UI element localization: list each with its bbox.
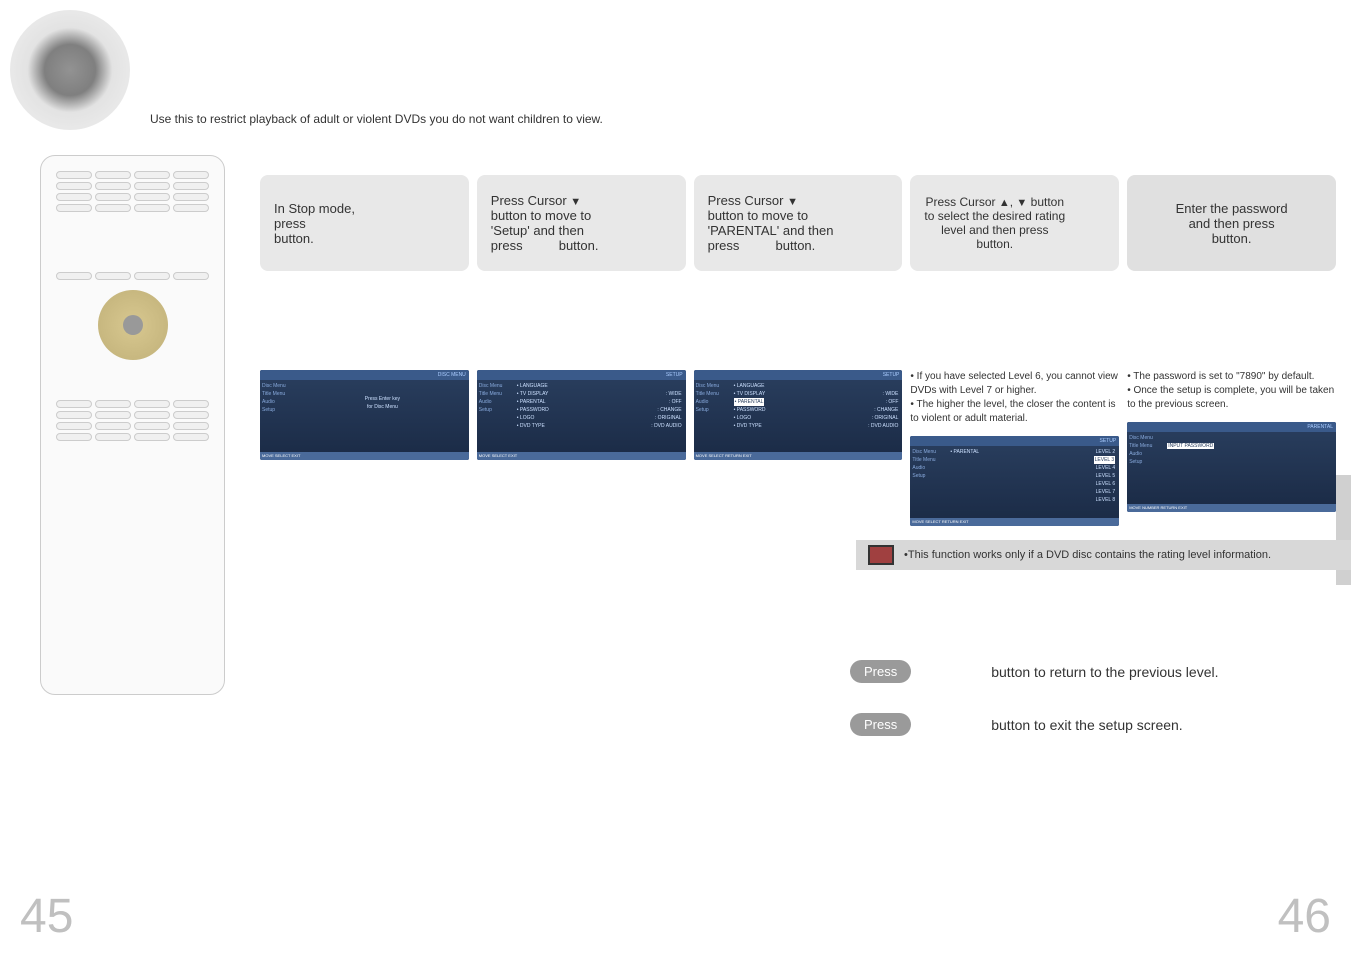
step-3-text-3: 'PARENTAL' and then — [708, 223, 834, 238]
ss1-header-right: DISC MENU — [438, 370, 466, 380]
step-5-notes: The password is set to "7890" by default… — [1127, 370, 1336, 412]
step-1-text-2: press — [274, 216, 306, 231]
step-3-text-5: button. — [776, 238, 816, 253]
ss2-footer: MOVE SELECT EXIT — [477, 452, 686, 460]
ss2-menu: • LANGUAGE • TV DISPLAY: WIDE • PARENTAL… — [517, 382, 682, 430]
ss3-menu: • LANGUAGE • TV DISPLAY: WIDE • PARENTAL… — [734, 382, 899, 430]
ss3-header-right: SETUP — [883, 370, 900, 380]
step-2-box: Press Cursor ▼ button to move to 'Setup'… — [477, 175, 686, 271]
cursor-up-icon: ▲ — [999, 197, 1010, 209]
step-4-text-1b: button — [1031, 195, 1064, 209]
ss5-footer: MOVE NUMBER RETURN EXIT — [1127, 504, 1336, 512]
ss4-sidebar: Disc Menu Title Menu Audio Setup — [912, 448, 947, 480]
step-1-text-1: In Stop mode, — [274, 201, 355, 216]
speaker-decorative-icon — [10, 10, 150, 140]
ss2-header-right: SETUP — [666, 370, 683, 380]
ss5-sidebar: Disc Menu Title Menu Audio Setup — [1129, 434, 1164, 466]
ss4-footer: MOVE SELECT RETURN EXIT — [910, 518, 1119, 526]
ss4-header-right: SETUP — [1100, 436, 1117, 446]
cursor-down-icon: ▼ — [1016, 197, 1027, 209]
note-icon — [868, 545, 894, 565]
step-2-text-1: Press Cursor — [491, 193, 567, 208]
ss5-input-label: INPUT PASSWORD — [1167, 443, 1214, 449]
step-3-text-4: press — [708, 238, 740, 253]
screenshots-row: DISC MENU Disc Menu Title Menu Audio Set… — [260, 370, 1336, 526]
ss3-footer: MOVE SELECT RETURN EXIT — [694, 452, 903, 460]
ss1-footer: MOVE SELECT EXIT — [260, 452, 469, 460]
ss5-header-right: PARENTAL — [1307, 422, 1333, 432]
note-banner: • This function works only if a DVD disc… — [856, 540, 1351, 570]
page-number-left: 45 — [20, 889, 73, 944]
return-instruction-text: button to return to the previous level. — [991, 664, 1218, 680]
step-3-text-1: Press Cursor — [708, 193, 784, 208]
step-3-text-2: button to move to — [708, 208, 808, 223]
step-2-text-2: button to move to — [491, 208, 591, 223]
step-4-box: Press Cursor ▲, ▼ button to select the d… — [910, 175, 1119, 271]
remote-control-illustration — [40, 155, 225, 695]
press-pill-2: Press — [850, 713, 911, 736]
step-5-text-1: Enter the password — [1176, 201, 1288, 216]
step-5-text-2: and then press — [1189, 216, 1275, 231]
screenshot-4: SETUP Disc Menu Title Menu Audio Setup •… — [910, 436, 1119, 526]
steps-row: In Stop mode, press button. Press Cursor… — [260, 175, 1336, 271]
step-2-text-4: press — [491, 238, 523, 253]
step-5-box: Enter the password and then press button… — [1127, 175, 1336, 271]
ss4-menu: • PARENTALLEVEL 2 LEVEL 3 LEVEL 4 LEVEL … — [950, 448, 1115, 504]
step-4-text-4: button. — [976, 237, 1013, 251]
step-4-notes: If you have selected Level 6, you cannot… — [910, 370, 1119, 426]
ss1-center-1: Press Enter key — [300, 395, 465, 403]
cursor-down-icon: ▼ — [787, 196, 798, 208]
ss2-sidebar: Disc Menu Title Menu Audio Setup — [479, 382, 514, 414]
remote-dpad-icon — [98, 290, 168, 360]
step-4-text-2: to select the desired rating — [924, 209, 1065, 223]
ss3-sidebar: Disc Menu Title Menu Audio Setup — [696, 382, 731, 414]
ss1-sidebar: Disc Menu Title Menu Audio Setup — [262, 382, 297, 414]
step-2-text-3: 'Setup' and then — [491, 223, 584, 238]
nav-instructions: Press button to return to the previous l… — [850, 660, 1291, 766]
step-1-text-3: button. — [274, 231, 314, 246]
step-5-text-3: button. — [1212, 231, 1252, 246]
exit-instruction-text: button to exit the setup screen. — [991, 717, 1182, 733]
screenshot-5: PARENTAL Disc Menu Title Menu Audio Setu… — [1127, 422, 1336, 512]
ss1-center-2: for Disc Menu — [300, 403, 465, 411]
step-2-text-5: button. — [559, 238, 599, 253]
step-3-box: Press Cursor ▼ button to move to 'PARENT… — [694, 175, 903, 271]
step-1-box: In Stop mode, press button. — [260, 175, 469, 271]
intro-text: Use this to restrict playback of adult o… — [150, 112, 603, 126]
screenshot-3: SETUP Disc Menu Title Menu Audio Setup •… — [694, 370, 903, 460]
page-number-right: 46 — [1278, 889, 1331, 944]
note-banner-text: This function works only if a DVD disc c… — [908, 549, 1271, 561]
screenshot-2: SETUP Disc Menu Title Menu Audio Setup •… — [477, 370, 686, 460]
step-4-text-3: level and then press — [941, 223, 1048, 237]
press-pill-1: Press — [850, 660, 911, 683]
step-4-text-1: Press Cursor — [926, 195, 996, 209]
screenshot-1: DISC MENU Disc Menu Title Menu Audio Set… — [260, 370, 469, 460]
cursor-down-icon: ▼ — [570, 196, 581, 208]
